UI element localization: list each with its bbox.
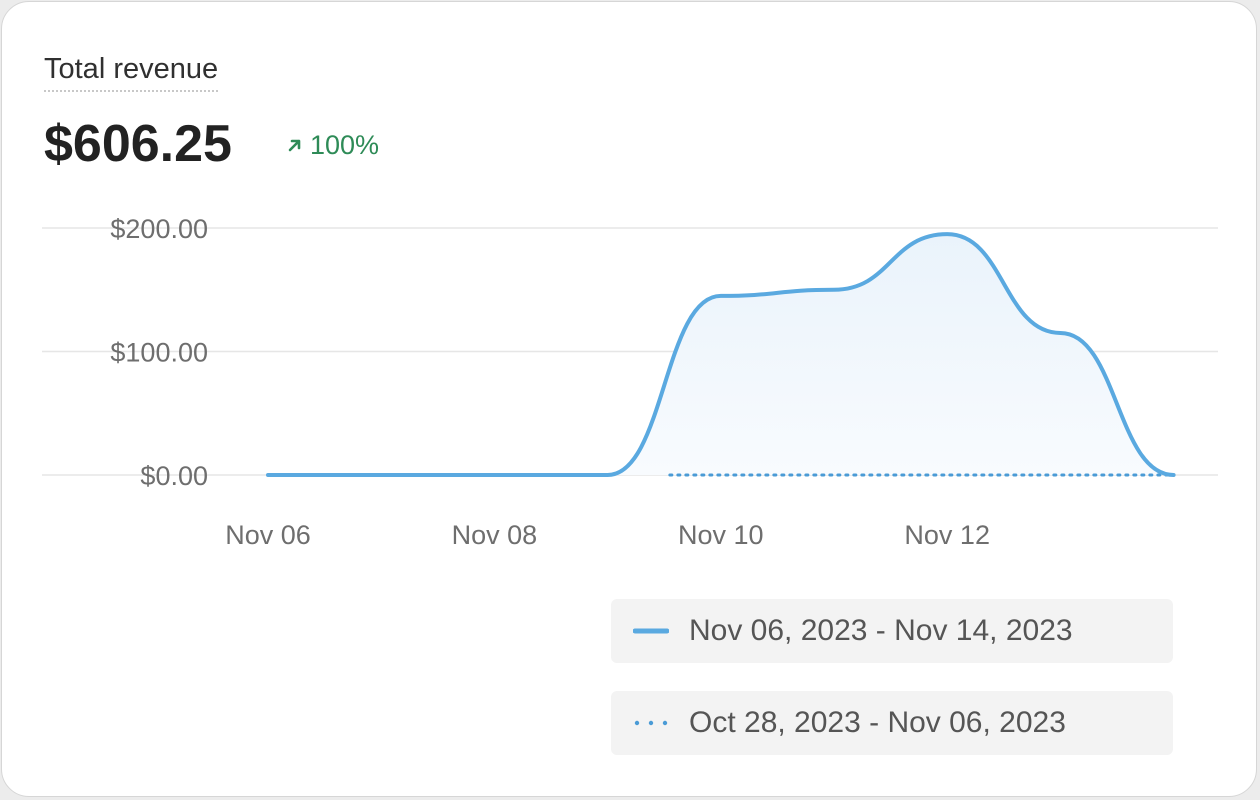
total-revenue-value: $606.25 bbox=[44, 115, 232, 173]
legend-current-label: Nov 06, 2023 - Nov 14, 2023 bbox=[689, 614, 1073, 647]
arrow-up-right-icon bbox=[288, 139, 301, 152]
x-tick-label: Nov 08 bbox=[452, 520, 538, 550]
y-tick-label: $0.00 bbox=[140, 461, 208, 491]
change-badge: 100% bbox=[286, 128, 379, 162]
x-tick-label: Nov 12 bbox=[904, 520, 990, 550]
x-tick-label: Nov 10 bbox=[678, 520, 764, 550]
y-tick-label: $100.00 bbox=[110, 338, 208, 368]
current-period-area bbox=[268, 234, 1174, 475]
y-tick-label: $200.00 bbox=[110, 214, 208, 244]
change-percent: 100% bbox=[310, 130, 380, 160]
legend-previous-period[interactable]: Oct 28, 2023 - Nov 06, 2023 bbox=[611, 691, 1173, 755]
x-tick-label: Nov 06 bbox=[225, 520, 311, 550]
dotted-line-icon bbox=[634, 720, 668, 726]
legend-current-period[interactable]: Nov 06, 2023 - Nov 14, 2023 bbox=[611, 599, 1173, 663]
card-title[interactable]: Total revenue bbox=[44, 52, 219, 92]
current-period-line bbox=[266, 232, 1176, 477]
legend-previous-label: Oct 28, 2023 - Nov 06, 2023 bbox=[689, 706, 1066, 739]
solid-line-icon bbox=[633, 628, 669, 634]
